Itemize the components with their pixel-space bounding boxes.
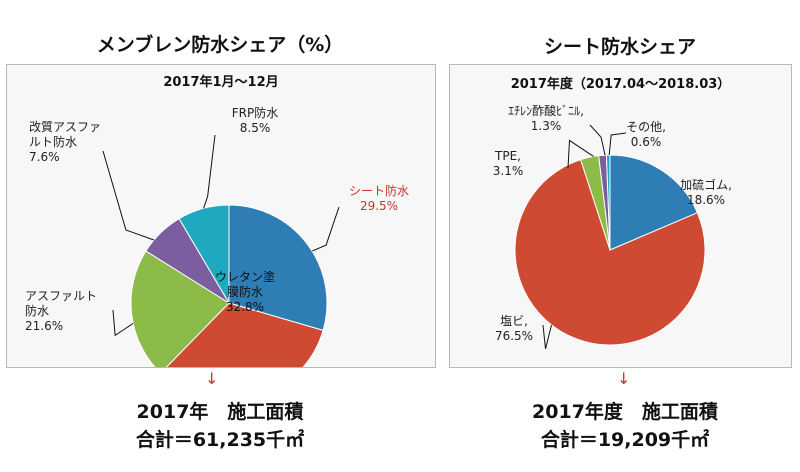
left-slice-4 [178, 204, 230, 305]
right-total-line1: 2017年度 施工面積 [532, 401, 718, 423]
left-label-urethane: ウレタン塗膜防水 32.8% [215, 269, 275, 314]
left-leader-frp [203, 134, 216, 209]
left-label-frp: FRP防水 8.5% [232, 105, 278, 135]
right-label-other: その他, 0.6% [626, 120, 666, 149]
left-chart-area: 2017年1月～12月 シート防水 29.5% ウレタン塗膜防水 32.8% アスファル… [6, 64, 436, 368]
right-label-pvc: 塩ビ, 76.5% [495, 313, 533, 343]
left-chart-title: メンブレン防水シェア（%） [96, 34, 344, 56]
left-label-asphalt: アスファルト防水 21.6% [25, 289, 97, 333]
left-total-line1: 2017年 施工面積 [136, 401, 304, 423]
right-leader-eva [589, 124, 606, 156]
right-leader-tpe [567, 139, 594, 169]
left-leader-asphalt [112, 309, 134, 337]
right-total-line2: 合計＝19,209千㎡ [540, 429, 710, 451]
right-label-eva: ｴﾁﾚﾝ酢酸ﾋﾞﾆﾙ, 1.3% [508, 103, 584, 133]
right-down-arrow: ↓ [617, 369, 631, 388]
right-label-rubber: 加硫ゴム, 18.6% [680, 177, 732, 207]
left-chart-subtitle: 2017年1月～12月 [163, 75, 279, 90]
left-label-sheet: シート防水 29.5% [349, 183, 409, 213]
left-down-arrow: ↓ [205, 369, 219, 388]
right-totals: 2017年度 施工面積 合計＝19,209千㎡ [500, 398, 750, 454]
left-totals: 2017年 施工面積 合計＝61,235千㎡ [95, 398, 345, 454]
left-total-line2: 合計＝61,235千㎡ [135, 429, 305, 451]
left-slice-2 [130, 250, 230, 367]
right-slice-4 [605, 154, 611, 251]
right-leader-pvc [542, 324, 552, 349]
right-leader-other [608, 132, 627, 156]
left-label-modified: 改質アスファルト防水 7.6% [29, 119, 101, 164]
left-leader-modified [102, 150, 155, 241]
right-chart-subtitle: 2017年度（2017.04～2018.03） [510, 77, 731, 92]
left-slice-1 [165, 302, 324, 367]
right-slice-1 [514, 159, 706, 346]
right-chart-area: 2017年度（2017.04～2018.03） 加硫ゴム, 18.6% 塩ビ, 76.… [449, 64, 792, 368]
left-slice-0 [228, 204, 328, 331]
left-leader-sheet [311, 206, 340, 252]
right-slice-0 [609, 154, 699, 251]
right-pie-chart: 加硫ゴム, 18.6% 塩ビ, 76.5% TPE, 3.1% ｴﾁﾚﾝ酢酸ﾋﾞﾆﾙ, 1.3… [493, 103, 732, 349]
right-label-tpe: TPE, 3.1% [493, 149, 524, 178]
right-chart-title: シート防水シェア [543, 36, 696, 58]
left-pie-chart: シート防水 29.5% ウレタン塗膜防水 32.8% アスファルト防水 21.6% 改質アス… [25, 105, 409, 367]
